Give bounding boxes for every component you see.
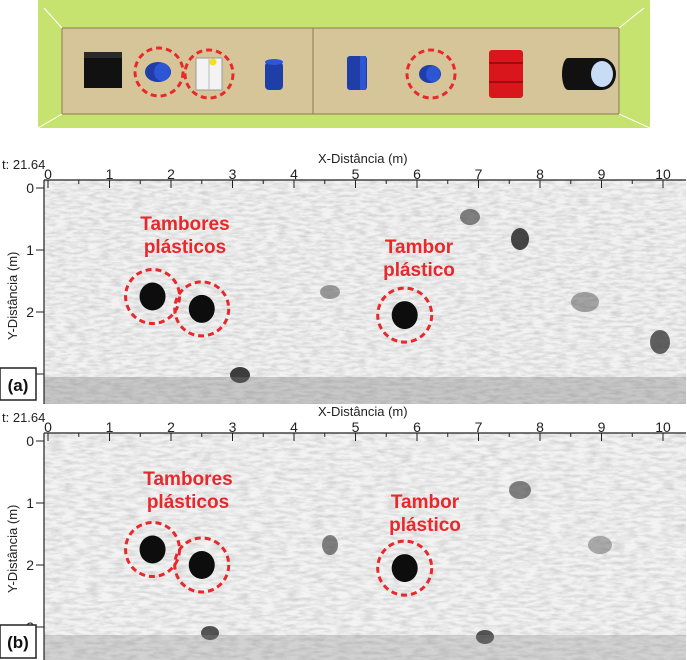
y-tick-label: 2 — [26, 304, 34, 320]
time-label: t: 21.64 — [2, 157, 45, 172]
gpr-panel-a: 0 1 2 3 4 5 6 7 8 9 10 0 1 2 3 t: 21.64 X-Distância (… — [0, 152, 687, 404]
annotation-drums-line1: Tambores — [140, 214, 229, 235]
x-tick-label: 9 — [598, 166, 606, 182]
gpr-anomaly — [391, 554, 418, 583]
x-tick-label: 7 — [475, 419, 483, 435]
blue-drum-icon — [419, 65, 441, 83]
annotation-drum-line2: plástico — [389, 515, 461, 536]
time-label: t: 21.64 — [2, 410, 45, 425]
target-circle — [376, 286, 434, 344]
target-markers-b — [124, 521, 434, 597]
blue-drum-icon — [347, 56, 367, 90]
x-tick-label: 9 — [598, 419, 606, 435]
black-box-icon — [84, 52, 122, 88]
y-tick-label: 0 — [26, 433, 34, 449]
x-axis-title: X-Distância (m) — [318, 405, 408, 419]
x-tick-label: 3 — [229, 166, 237, 182]
burial-scene — [38, 0, 650, 128]
x-ticks-b: 0 1 2 3 4 5 6 7 8 9 10 — [44, 419, 671, 441]
panel-tag-b: (b) — [0, 624, 37, 659]
y-tick-label: 1 — [26, 242, 34, 258]
red-drum-icon — [489, 50, 523, 98]
y-tick-label: 0 — [26, 180, 34, 196]
y-tick-label: 2 — [26, 557, 34, 573]
gpr-anomaly — [188, 551, 215, 579]
x-ticks-a: 0 1 2 3 4 5 6 7 8 9 10 — [44, 166, 671, 188]
x-tick-label: 8 — [536, 166, 544, 182]
gpr-anomaly — [188, 294, 215, 323]
x-tick-label: 5 — [352, 419, 360, 435]
y-axis-title: Y-Distância (m) — [5, 252, 20, 340]
gpr-anomaly — [391, 301, 418, 330]
x-tick-label: 6 — [413, 419, 421, 435]
blue-drum-icon — [265, 59, 283, 90]
black-cylinder-icon — [562, 58, 616, 90]
x-tick-label: 2 — [167, 166, 175, 182]
gpr-dark-features-b — [44, 481, 686, 660]
target-circle — [124, 268, 182, 325]
gpr-panel-b-svg: 0 1 2 3 4 5 6 7 8 9 10 0 1 2 3 t: 21.64 X-Distância (… — [0, 405, 686, 660]
x-tick-label: 10 — [655, 166, 671, 182]
panel-tag-b-text: (b) — [7, 633, 29, 652]
x-tick-label: 4 — [290, 419, 298, 435]
highlight-circle — [183, 48, 235, 100]
annotation-drums-line2: plásticos — [144, 237, 226, 258]
x-tick-label: 7 — [475, 166, 483, 182]
x-tick-label: 1 — [106, 419, 114, 435]
gpr-panel-a-svg: 0 1 2 3 4 5 6 7 8 9 10 0 1 2 3 t: 21.64 X-Distância (… — [0, 152, 686, 404]
annotation-drums-line1: Tambores — [143, 469, 232, 490]
x-tick-label: 5 — [352, 166, 360, 182]
x-axis-title: X-Distância (m) — [318, 152, 408, 166]
x-tick-label: 4 — [290, 166, 298, 182]
gpr-dark-features-a — [44, 209, 686, 404]
y-axis-title: Y-Distância (m) — [5, 505, 20, 593]
x-tick-label: 0 — [44, 166, 52, 182]
x-tick-label: 1 — [106, 166, 114, 182]
annotation-drum-line1: Tambor — [385, 237, 454, 258]
y-tick-label: 1 — [26, 495, 34, 511]
target-circle — [173, 280, 231, 338]
highlight-circle — [405, 48, 457, 100]
annotation-drum-line2: plástico — [383, 260, 455, 281]
x-tick-label: 3 — [229, 419, 237, 435]
burial-scene-drawing — [38, 7, 650, 128]
white-container-icon — [195, 57, 223, 91]
x-tick-label: 8 — [536, 419, 544, 435]
gpr-anomaly — [139, 535, 166, 564]
gpr-anomaly — [139, 282, 166, 311]
panel-tag-a-text: (a) — [8, 376, 29, 395]
gpr-panel-b: 0 1 2 3 4 5 6 7 8 9 10 0 1 2 3 t: 21.64 X-Distância (… — [0, 405, 687, 660]
panel-tag-a: (a) — [0, 367, 37, 401]
blue-drum-icon — [145, 62, 171, 82]
x-tick-label: 2 — [167, 419, 175, 435]
x-tick-label: 10 — [655, 419, 671, 435]
target-markers-a — [124, 268, 434, 344]
x-tick-label: 6 — [413, 166, 421, 182]
annotation-drums-line2: plásticos — [147, 492, 229, 513]
x-tick-label: 0 — [44, 419, 52, 435]
annotation-drum-line1: Tambor — [391, 492, 460, 513]
target-circle — [173, 536, 231, 594]
highlight-circle — [133, 46, 185, 98]
